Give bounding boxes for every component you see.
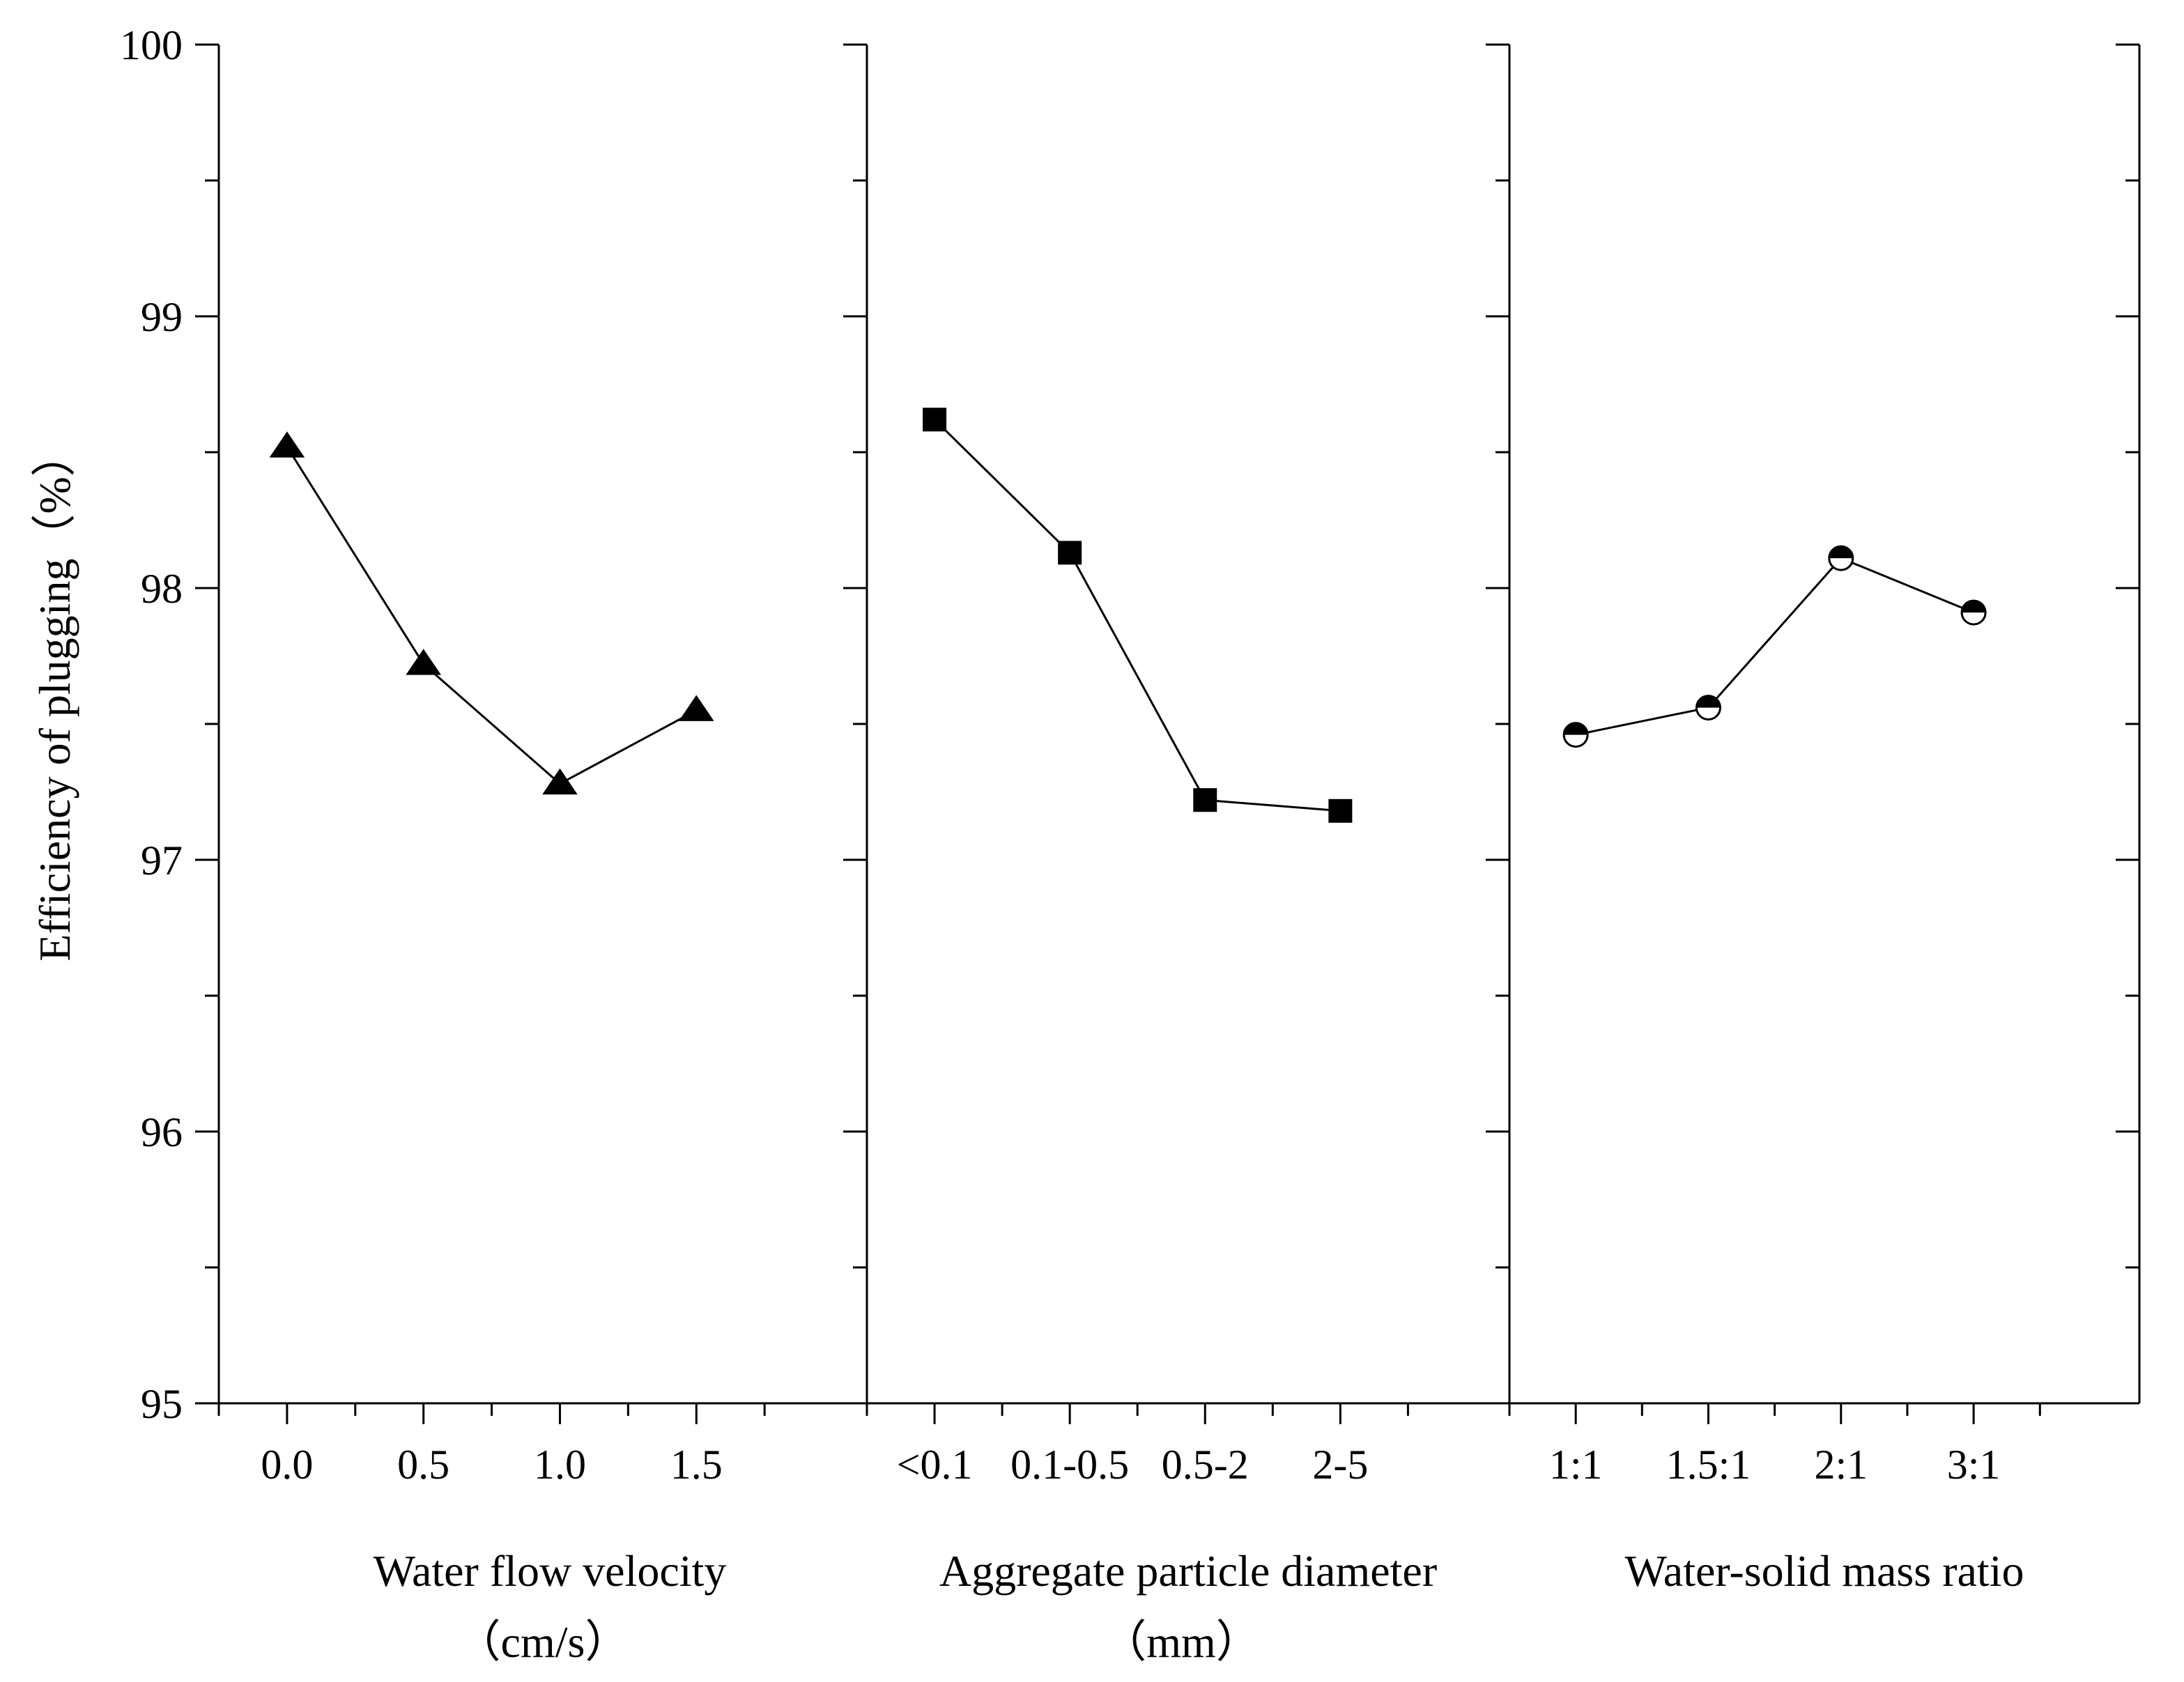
- x-tick-label: <0.1: [897, 1442, 973, 1488]
- x-axis-ticks: 0.0 0.5 1.0 1.5 <0.1 0.1-0.5 0.5-2 2-5 1:1 1.5:1 2…: [217, 1403, 2041, 1488]
- data-point-triangle: [406, 649, 441, 675]
- x-tick-label: 0.1-0.5: [1010, 1442, 1129, 1488]
- data-point-triangle: [269, 431, 305, 458]
- marker-fill: [1829, 546, 1853, 559]
- data-point-half-circle: [1828, 545, 1854, 571]
- x-tick-label: 2:1: [1814, 1442, 1868, 1488]
- plot-frame: [217, 45, 2141, 1405]
- data-series: [269, 408, 1987, 823]
- y-axis-ticks: 95 96 97 98 99 100: [120, 22, 2139, 1427]
- x-tick-label: 1.5:1: [1666, 1442, 1751, 1488]
- x-axis-title: Aggregate particle diameter: [939, 1546, 1437, 1596]
- x-tick-label: 1.0: [534, 1442, 586, 1488]
- data-point-square: [1193, 788, 1217, 812]
- x-axis-title: Water-solid mass ratio: [1625, 1546, 2024, 1596]
- x-tick-label: 0.0: [261, 1442, 313, 1488]
- x-tick-label: 3:1: [1947, 1442, 2001, 1488]
- data-point-square: [1328, 798, 1353, 823]
- data-point-half-circle: [1960, 599, 1987, 626]
- data-point-half-circle: [1695, 695, 1721, 721]
- data-point-square: [923, 408, 947, 432]
- x-axis-titles: Water flow velocity （cm/s） Aggregate parti…: [374, 1546, 2024, 1667]
- x-tick-label: 0.5: [397, 1442, 449, 1488]
- x-axis-unit: （mm）: [1102, 1617, 1261, 1667]
- y-tick-label: 97: [141, 838, 183, 884]
- data-point-half-circle: [1562, 722, 1589, 748]
- y-tick-label: 96: [141, 1109, 183, 1155]
- x-axis-title: Water flow velocity: [374, 1546, 727, 1596]
- series-line-half-circle: [1575, 557, 1974, 736]
- y-tick-label: 100: [120, 22, 183, 68]
- marker-fill: [1962, 601, 1986, 613]
- data-point-triangle: [678, 695, 714, 721]
- series-line-triangle: [286, 446, 697, 785]
- series-line-square: [934, 419, 1341, 812]
- data-point-square: [1058, 541, 1082, 565]
- x-tick-label: 2-5: [1312, 1442, 1368, 1488]
- x-axis-unit: （cm/s）: [456, 1617, 630, 1667]
- x-tick-label: 1:1: [1549, 1442, 1603, 1488]
- y-tick-label: 99: [141, 294, 183, 340]
- y-tick-label: 95: [141, 1381, 183, 1427]
- x-tick-label: 1.5: [670, 1442, 723, 1488]
- marker-fill: [1696, 695, 1721, 708]
- marker-fill: [1564, 723, 1588, 735]
- y-axis-title: Efficiency of plugging（%）: [30, 432, 79, 962]
- y-tick-label: 98: [141, 566, 183, 612]
- x-tick-label: 0.5-2: [1162, 1442, 1249, 1488]
- data-point-triangle: [542, 768, 578, 795]
